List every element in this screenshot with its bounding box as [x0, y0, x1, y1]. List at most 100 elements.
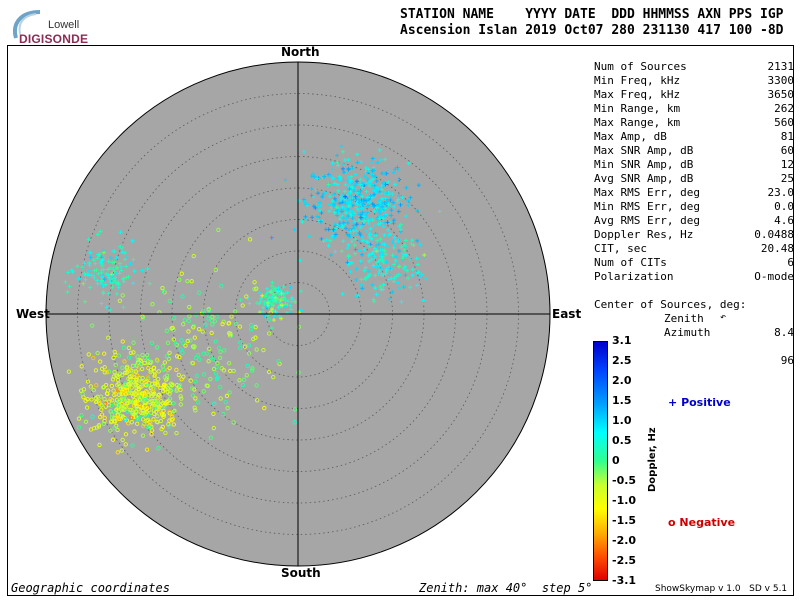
source-point-negative: [123, 432, 129, 437]
source-point-positive: [315, 214, 320, 219]
source-point-negative: [216, 346, 222, 351]
source-point-positive: [266, 298, 271, 303]
source-point-positive: [380, 241, 385, 246]
source-point-negative: [114, 373, 119, 379]
source-point-negative: [161, 382, 167, 388]
source-point-negative: [96, 422, 102, 428]
source-point-positive: [372, 168, 377, 173]
source-point-positive: [367, 244, 372, 249]
source-point-negative: [154, 345, 160, 350]
source-point-negative: [156, 369, 161, 374]
source-point-negative: [127, 374, 133, 379]
source-point-positive: [257, 301, 262, 306]
stat-row: Max Amp, dB 81: [594, 130, 794, 144]
source-point-positive: [364, 229, 369, 234]
source-point-positive: [332, 192, 337, 197]
source-point-positive: [390, 191, 395, 196]
source-point-negative: [119, 448, 124, 453]
source-point-positive: [406, 203, 411, 208]
source-point-negative: [135, 354, 140, 359]
source-point-positive: [374, 233, 379, 238]
source-point-positive: [343, 182, 348, 187]
source-point-negative: [241, 377, 247, 382]
source-point-positive: [396, 264, 401, 269]
stat-label: Min Freq, kHz: [594, 74, 681, 87]
colorbar-tick-label: 1.5: [612, 394, 632, 407]
source-point-negative: [111, 374, 117, 379]
source-point-negative: [211, 411, 216, 416]
stat-value: 0.0488: [754, 228, 794, 241]
source-point-positive: [352, 219, 357, 224]
source-point-positive: [383, 252, 388, 257]
source-point-positive: [375, 160, 380, 165]
source-point-negative: [120, 372, 125, 378]
source-point-positive: [382, 233, 387, 238]
source-point-negative: [194, 373, 199, 379]
source-point-positive: [368, 226, 373, 231]
source-point-negative: [116, 381, 121, 386]
stat-row: Max RMS Err, deg 23.0: [594, 186, 794, 200]
source-point-negative: [126, 355, 132, 360]
source-point-positive: [406, 161, 411, 166]
source-point-positive: [377, 268, 382, 273]
source-point-positive: [94, 268, 99, 273]
source-point-negative: [292, 407, 298, 412]
source-point-positive: [269, 284, 274, 289]
source-point-positive: [346, 174, 351, 179]
source-point-positive: [360, 181, 365, 186]
source-point-positive: [374, 264, 379, 269]
source-point-positive: [255, 301, 260, 306]
source-point-positive: [415, 208, 420, 213]
source-point-positive: [418, 242, 423, 247]
source-point-positive: [66, 270, 71, 275]
source-point-positive: [307, 234, 312, 239]
source-point-positive: [350, 216, 355, 221]
source-point-negative: [216, 227, 221, 232]
legend-positive: + Positive: [668, 396, 731, 409]
source-point-positive: [374, 243, 379, 248]
source-point-negative: [152, 369, 157, 374]
source-point-positive: [382, 207, 387, 212]
source-point-positive: [367, 235, 372, 240]
source-point-positive: [83, 299, 88, 304]
stat-row: Max Range, km 560: [594, 116, 794, 130]
source-point-positive: [97, 252, 102, 257]
source-point-positive: [427, 259, 432, 264]
source-point-positive: [406, 198, 411, 203]
source-point-positive: [99, 255, 104, 260]
source-point-positive: [374, 249, 379, 254]
stat-label: CIT, sec: [594, 242, 647, 255]
source-point-positive: [271, 286, 276, 291]
source-point-negative: [149, 428, 155, 433]
source-point-negative: [115, 377, 121, 383]
source-point-negative: [213, 267, 219, 273]
source-point-negative: [187, 304, 192, 310]
source-point-positive: [346, 157, 351, 162]
source-point-negative: [169, 414, 175, 419]
source-point-positive: [340, 166, 345, 171]
source-point-negative: [164, 376, 170, 381]
source-point-positive: [111, 267, 116, 272]
source-point-positive: [363, 169, 368, 174]
source-point-positive: [298, 258, 303, 263]
source-point-positive: [123, 257, 128, 262]
source-point-negative: [135, 421, 140, 426]
source-point-negative: [149, 432, 154, 437]
source-point-positive: [311, 171, 316, 176]
source-point-positive: [275, 297, 280, 302]
source-point-positive: [333, 226, 338, 231]
source-point-positive: [367, 259, 372, 264]
source-point-positive: [368, 231, 373, 236]
source-point-positive: [260, 309, 265, 314]
source-point-positive: [289, 295, 294, 300]
source-point-negative: [213, 371, 219, 376]
source-point-positive: [351, 228, 356, 233]
source-point-negative: [97, 442, 102, 448]
source-point-positive: [381, 282, 386, 287]
source-point-negative: [186, 318, 191, 324]
source-point-negative: [242, 344, 248, 349]
source-point-positive: [269, 326, 274, 331]
source-point-positive: [124, 255, 129, 260]
east-label: East: [552, 307, 582, 321]
source-point-negative: [181, 374, 186, 379]
